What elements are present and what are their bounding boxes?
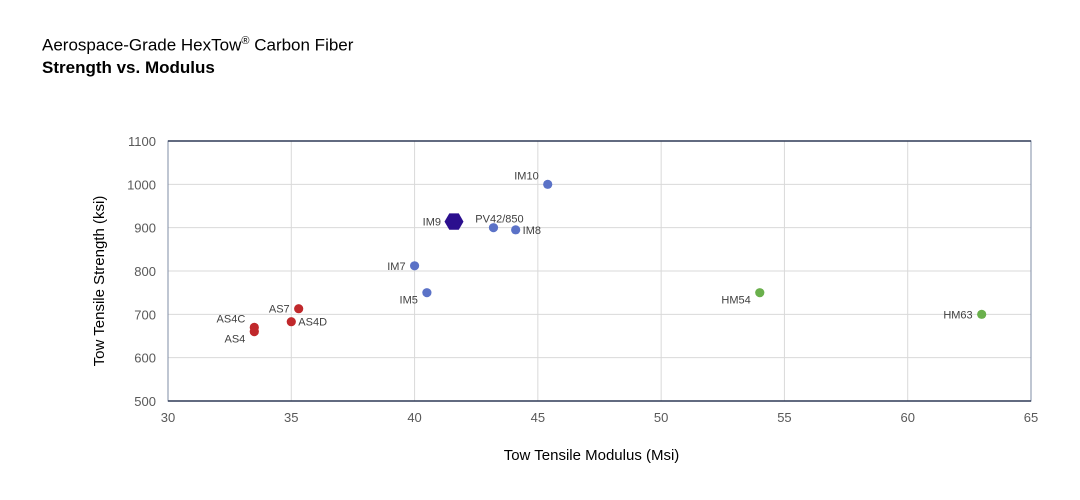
data-point-label: AS4D: [298, 317, 327, 329]
y-tick-label: 1100: [128, 134, 156, 149]
chart-subtitle: Strength vs. Modulus: [42, 57, 215, 77]
data-point-label: AS4C: [217, 313, 246, 325]
chart-title: Aerospace-Grade HexTow® Carbon Fiber: [42, 30, 353, 57]
x-tick-label: 50: [654, 410, 668, 425]
y-tick-label: 600: [134, 351, 156, 366]
y-tick-label: 500: [134, 394, 156, 409]
x-tick-label: 45: [531, 410, 545, 425]
x-axis-title: Tow Tensile Modulus (Msi): [504, 447, 680, 464]
data-point: [488, 223, 499, 233]
data-point-label: AS7: [269, 304, 290, 316]
x-tick-label: 60: [900, 410, 914, 425]
data-point: [543, 179, 553, 189]
x-tick-label: 65: [1024, 410, 1038, 425]
x-tick-label: 35: [284, 410, 298, 425]
y-tick-label: 800: [134, 264, 156, 279]
title-suffix: Carbon Fiber: [249, 35, 354, 55]
data-point-label: IM10: [514, 170, 538, 182]
y-tick-label: 1000: [127, 177, 156, 192]
title-block: Aerospace-Grade HexTow® Carbon Fiber Str…: [42, 30, 353, 79]
data-point-label: IM8: [523, 225, 541, 237]
data-point-label: HM63: [943, 309, 972, 321]
data-point: [409, 261, 420, 271]
y-tick-label: 700: [134, 307, 156, 322]
data-point: [977, 309, 987, 319]
data-point: [511, 225, 521, 235]
data-point-label: IM7: [387, 261, 405, 273]
x-tick-label: 55: [777, 410, 791, 425]
data-point-label: AS4: [225, 334, 246, 346]
data-point-label: HM54: [721, 295, 750, 307]
data-point: [286, 317, 296, 327]
y-axis-title: Tow Tensile Strength (ksi): [91, 196, 108, 367]
registered-mark: ®: [241, 35, 250, 47]
data-point: [422, 288, 432, 298]
title-text: Aerospace-Grade HexTow: [42, 35, 242, 55]
data-point: [249, 322, 259, 332]
data-point: [294, 304, 304, 314]
x-tick-label: 30: [161, 410, 175, 425]
data-point-label: IM5: [400, 295, 418, 307]
data-point-label: IM9: [423, 217, 441, 229]
data-point-hexagon: [444, 213, 464, 230]
x-tick-label: 40: [407, 410, 421, 425]
y-tick-label: 900: [134, 221, 156, 236]
data-point-label: PV42/850: [475, 214, 523, 226]
data-point: [755, 288, 765, 298]
